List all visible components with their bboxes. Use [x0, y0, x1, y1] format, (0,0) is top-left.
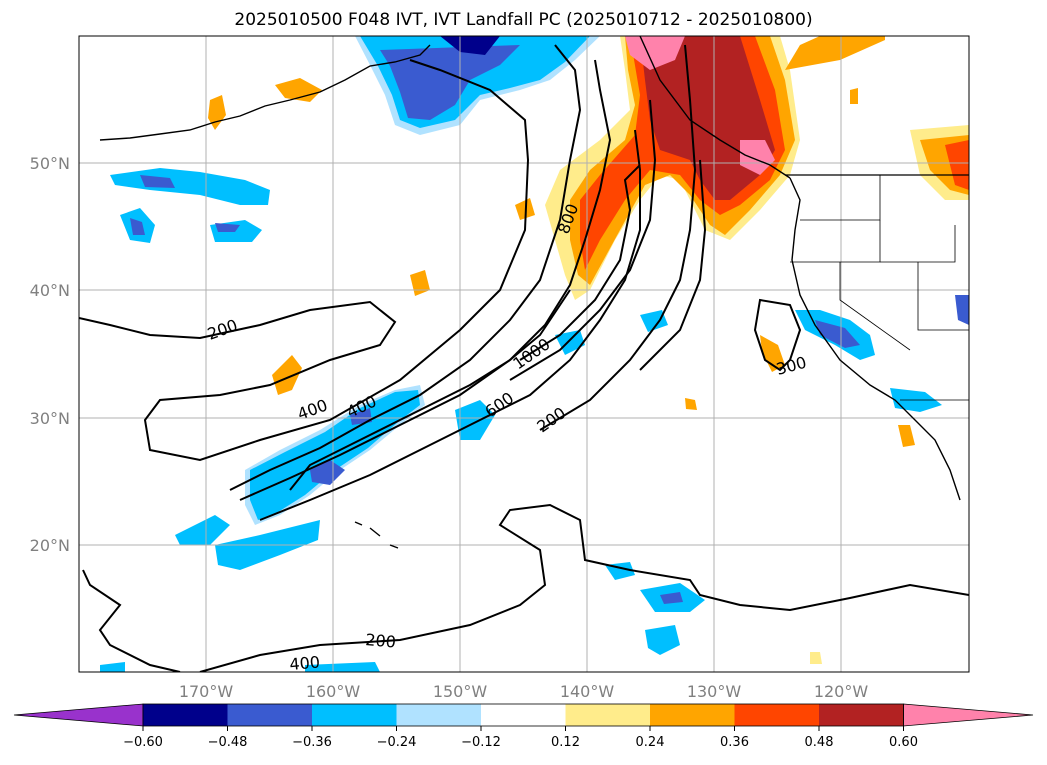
coastlines — [99, 36, 969, 549]
colorbar-segment — [312, 704, 397, 726]
colorbar-segment — [227, 704, 312, 726]
colorbar-tick-label: 0.60 — [889, 735, 918, 750]
lat-label: 40°N — [30, 281, 70, 300]
state-borders — [790, 175, 969, 401]
contour-label: 200 — [365, 630, 397, 652]
lat-label: 30°N — [30, 409, 70, 428]
map-gridlines — [79, 36, 969, 672]
lon-label: 140°W — [560, 682, 615, 701]
colorbar-tick-label: −0.12 — [461, 735, 501, 750]
ivt-contours — [79, 44, 969, 672]
lon-label: 130°W — [687, 682, 742, 701]
colorbar-extend-left — [13, 703, 144, 727]
colorbar-segment — [481, 704, 566, 726]
colorbar-segment — [396, 704, 481, 726]
lat-label: 50°N — [30, 154, 70, 173]
contour-label: 400 — [295, 395, 330, 423]
positive-anomaly-fills — [208, 36, 969, 664]
lat-label: 20°N — [30, 536, 70, 555]
contour-label: 400 — [289, 652, 321, 674]
colorbar-tick-label: −0.48 — [208, 735, 248, 750]
lon-label: 170°W — [179, 682, 234, 701]
colorbar-extend-right — [903, 703, 1034, 727]
colorbar-segment — [565, 704, 650, 726]
longitude-labels: 170°W 160°W 150°W 140°W 130°W 120°W — [179, 682, 869, 701]
map-area: 200 400 400 800 1000 600 200 300 200 400 — [79, 36, 969, 674]
plot-title: 2025010500 F048 IVT, IVT Landfall PC (20… — [234, 10, 813, 30]
colorbar-tick-label: −0.60 — [123, 735, 163, 750]
contour-label: 200 — [533, 403, 569, 436]
lon-label: 160°W — [306, 682, 361, 701]
colorbar-segment — [650, 704, 735, 726]
contour-label: 200 — [205, 315, 240, 343]
colorbar-tick-label: 0.36 — [720, 735, 749, 750]
colorbar-segment — [143, 704, 228, 726]
colorbar-tick-label: −0.36 — [292, 735, 332, 750]
colorbar-tick-label: 0.12 — [551, 735, 580, 750]
colorbar-tick-label: 0.24 — [636, 735, 665, 750]
colorbar-tick-label: −0.24 — [377, 735, 417, 750]
colorbar-segment — [819, 704, 904, 726]
lon-label: 120°W — [814, 682, 869, 701]
latitude-labels: 50°N 40°N 30°N 20°N — [30, 154, 70, 555]
colorbar-tick-label: 0.48 — [805, 735, 834, 750]
colorbar-outline — [142, 703, 904, 727]
colorbar: −0.60 −0.48 −0.36 −0.24 −0.12 0.12 0.24 0.36 0.4… — [13, 703, 1034, 750]
contour-labels: 200 400 400 800 1000 600 200 300 200 400 — [205, 201, 809, 674]
colorbar-segment — [734, 704, 819, 726]
lon-label: 150°W — [433, 682, 488, 701]
map-frame — [78, 35, 970, 673]
